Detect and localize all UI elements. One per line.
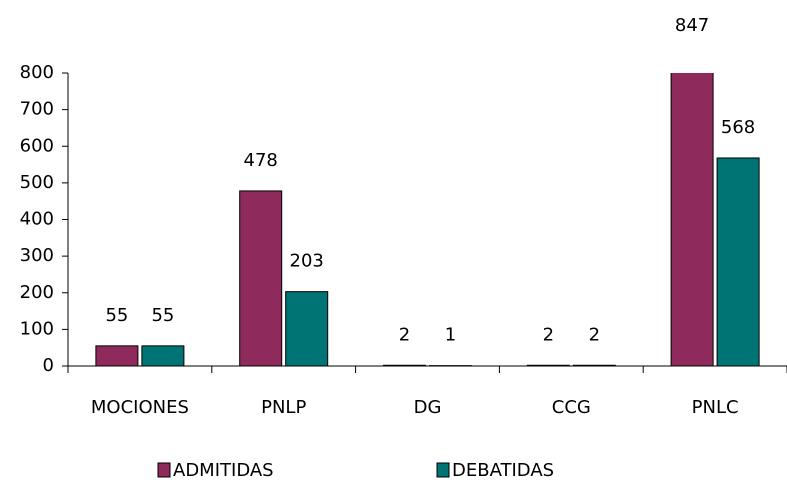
legend-label: ADMITIDAS xyxy=(173,460,274,481)
value-label: 2 xyxy=(399,324,410,345)
y-tick-label: 0 xyxy=(43,355,54,376)
bar xyxy=(670,73,714,367)
y-tick-label: 700 xyxy=(20,99,54,120)
value-label: 2 xyxy=(589,324,600,345)
x-tick-label: MOCIONES xyxy=(91,397,189,418)
value-label: 55 xyxy=(151,305,174,326)
legend-swatch xyxy=(157,462,171,478)
y-tick-label: 300 xyxy=(20,245,54,266)
plot-area xyxy=(95,73,760,367)
x-tick-label: PNLC xyxy=(692,397,739,418)
value-label: 847 xyxy=(675,15,709,36)
value-label: 478 xyxy=(244,150,278,171)
y-tick-label: 400 xyxy=(20,209,54,230)
value-label: 2 xyxy=(543,324,554,345)
legend-label: DEBATIDAS xyxy=(452,460,554,481)
x-tick-label: CCG xyxy=(552,397,591,418)
value-label: 55 xyxy=(105,305,128,326)
y-tick-label: 200 xyxy=(20,282,54,303)
legend-swatch xyxy=(436,462,450,478)
y-tick-label: 800 xyxy=(20,62,54,83)
bar xyxy=(95,345,139,367)
y-tick-label: 600 xyxy=(20,135,54,156)
value-label: 203 xyxy=(290,251,324,272)
value-label: 568 xyxy=(721,117,755,138)
x-tick-label: PNLP xyxy=(261,397,306,418)
y-tick-label: 500 xyxy=(20,172,54,193)
y-tick-label: 100 xyxy=(20,318,54,339)
bar xyxy=(141,345,185,367)
bar xyxy=(285,291,329,367)
bar xyxy=(239,190,283,367)
bar xyxy=(716,157,760,367)
x-tick-label: DG xyxy=(414,397,442,418)
value-label: 1 xyxy=(445,325,456,346)
